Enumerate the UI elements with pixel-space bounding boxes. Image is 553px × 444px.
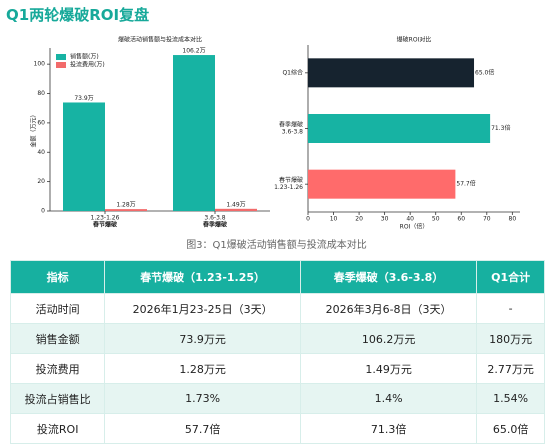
table-cell: 106.2万元 bbox=[299, 323, 478, 354]
header-cell: 指标 bbox=[9, 260, 106, 294]
table-cell: 65.0倍 bbox=[476, 413, 545, 444]
legend-label: 投流费用(万) bbox=[70, 61, 105, 69]
value-label: 1.49万 bbox=[226, 201, 245, 208]
y-tick-label: 20 bbox=[37, 178, 45, 185]
bar bbox=[105, 209, 147, 211]
table-cell: 1.4% bbox=[299, 383, 478, 414]
table-row: 投流ROI 57.7倍 71.3倍 65.0倍 bbox=[9, 413, 545, 444]
x-tick-label: 40 bbox=[406, 216, 414, 223]
x-axis-label: ROI（倍） bbox=[400, 223, 429, 231]
table-cell: 2.77万元 bbox=[476, 353, 545, 384]
x-tick-label: 50 bbox=[432, 216, 440, 223]
x-tick-label: 10 bbox=[330, 216, 338, 223]
header-cell: Q1合计 bbox=[476, 260, 545, 294]
bar bbox=[215, 208, 257, 211]
table-cell: 销售金额 bbox=[9, 323, 106, 354]
y-tick-label: 60 bbox=[37, 119, 45, 126]
x-tick-label: 70 bbox=[483, 216, 491, 223]
value-label: 1.28万 bbox=[116, 202, 135, 209]
y-tick-label: 0 bbox=[41, 208, 45, 215]
value-label: 73.9万 bbox=[74, 95, 93, 102]
table-cell: 投流占销售比 bbox=[9, 383, 106, 414]
charts: 爆破活动销售额与投流成本对比020406080100金额（万元）1.23-1.2… bbox=[30, 36, 520, 231]
table-cell: 2026年1月23-25日（3天） bbox=[104, 293, 301, 324]
y-tick-label: 3.6-3.8 bbox=[282, 129, 303, 136]
table-cell: 57.7倍 bbox=[104, 413, 301, 444]
table-cell: 投流ROI bbox=[9, 413, 106, 444]
summary-table: 指标 春节爆破（1.23-1.25） 春季爆破（3.6-3.8） Q1合计 活动时间 2… bbox=[9, 260, 545, 444]
bar bbox=[173, 55, 215, 212]
y-tick-label: 春节爆破 bbox=[279, 176, 303, 184]
y-tick-label: 春季爆破 bbox=[279, 121, 303, 129]
x-tick-label: 80 bbox=[509, 216, 517, 223]
y-tick-label: 1.23-1.26 bbox=[274, 184, 303, 191]
y-tick-label: 40 bbox=[37, 149, 45, 156]
x-tick-label: 0 bbox=[306, 216, 310, 223]
table-body: 活动时间 2026年1月23-25日（3天） 2026年3月6-8日（3天） - 销售金… bbox=[9, 293, 545, 444]
bar bbox=[308, 58, 475, 88]
legend-swatch bbox=[56, 62, 66, 68]
bar bbox=[308, 114, 491, 143]
chart-title: 爆破活动销售额与投流成本对比 bbox=[118, 36, 202, 44]
table-row: 活动时间 2026年1月23-25日（3天） 2026年3月6-8日（3天） - bbox=[9, 293, 545, 324]
table-cell: 2026年3月6-8日（3天） bbox=[299, 293, 478, 324]
bar bbox=[63, 102, 105, 211]
table-cell: 71.3倍 bbox=[299, 413, 478, 444]
y-axis-label: 金额（万元） bbox=[30, 111, 38, 147]
value-label: 71.3倍 bbox=[491, 124, 510, 132]
table-row: 投流占销售比 1.73% 1.4% 1.54% bbox=[9, 383, 545, 414]
page: Q1两轮爆破ROI复盘 爆破活动销售额与投流成本对比 0 20 40 60 80 100 金额… bbox=[6, 6, 545, 444]
x-tick-label: 1.23-1.26 bbox=[91, 215, 120, 222]
table-cell: 1.73% bbox=[104, 383, 301, 414]
header-cell: 春季爆破（3.6-3.8） bbox=[299, 260, 478, 294]
table-header: 指标 春节爆破（1.23-1.25） 春季爆破（3.6-3.8） Q1合计 bbox=[9, 260, 545, 294]
page-title: Q1两轮爆破ROI复盘 bbox=[6, 6, 150, 24]
y-tick-label: 80 bbox=[37, 90, 45, 97]
caption: 图3：Q1爆破活动销售额与投流成本对比 bbox=[186, 240, 367, 251]
x-tick-label: 3.6-3.8 bbox=[204, 215, 225, 222]
legend-label: 销售额(万) bbox=[70, 53, 99, 61]
table-cell: 180万元 bbox=[476, 323, 545, 354]
value-label: 106.2万 bbox=[182, 48, 205, 55]
x-tick-label: 20 bbox=[355, 216, 363, 223]
table-row: 销售金额 73.9万元 106.2万元 180万元 bbox=[9, 323, 545, 354]
table-cell: - bbox=[476, 293, 545, 324]
y-tick-label: Q1综合 bbox=[282, 68, 303, 76]
table-row: 投流费用 1.28万元 1.49万元 2.77万元 bbox=[9, 353, 545, 384]
table-cell: 投流费用 bbox=[9, 353, 106, 384]
table-cell: 73.9万元 bbox=[104, 323, 301, 354]
x-tick-label: 春季爆破 bbox=[202, 221, 227, 229]
chart-title: 爆破ROI对比 bbox=[397, 36, 432, 44]
table-cell: 1.54% bbox=[476, 383, 545, 414]
value-label: 57.7倍 bbox=[456, 180, 475, 188]
table-cell: 1.49万元 bbox=[299, 353, 478, 384]
x-tick-label: 60 bbox=[457, 216, 465, 223]
legend-swatch bbox=[56, 54, 66, 60]
table-cell: 活动时间 bbox=[9, 293, 106, 324]
x-tick-label: 30 bbox=[381, 216, 389, 223]
value-label: 65.0倍 bbox=[475, 68, 494, 76]
y-tick-label: 100 bbox=[34, 61, 46, 68]
x-tick-label: 春节爆破 bbox=[92, 221, 117, 229]
header-cell: 春节爆破（1.23-1.25） bbox=[104, 260, 301, 294]
bar bbox=[308, 169, 456, 199]
table-cell: 1.28万元 bbox=[104, 353, 301, 384]
